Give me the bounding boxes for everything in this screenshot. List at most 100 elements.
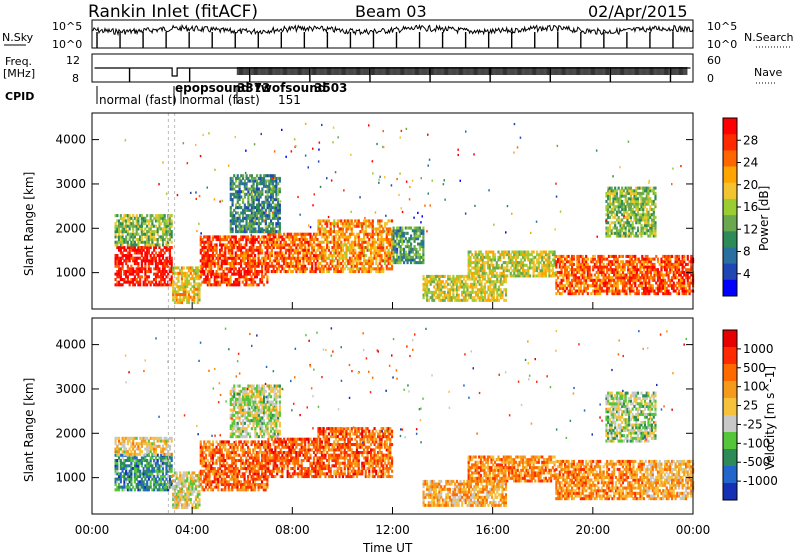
data-cell — [224, 262, 227, 266]
data-cell — [322, 246, 325, 250]
data-cell — [264, 198, 267, 202]
data-cell — [377, 270, 380, 274]
data-cell — [213, 246, 216, 250]
data-cell — [572, 257, 575, 261]
data-cell — [655, 254, 658, 258]
data-cell — [396, 226, 399, 230]
data-cell — [210, 283, 213, 287]
data-cell — [203, 246, 206, 250]
data-cell — [464, 280, 467, 284]
data-cell — [375, 251, 378, 255]
data-cell — [284, 264, 287, 268]
data-cell — [322, 227, 325, 231]
data-cell — [664, 262, 667, 266]
data-cell — [632, 262, 635, 266]
data-cell — [676, 292, 679, 296]
data-cell — [492, 263, 495, 267]
data-cell — [685, 262, 688, 266]
data-cell — [252, 259, 255, 263]
data-cell — [397, 231, 400, 235]
data-cell — [516, 269, 519, 273]
data-cell — [203, 235, 206, 239]
data-cell — [163, 272, 166, 276]
data-cell — [235, 222, 238, 226]
data-cell — [277, 211, 280, 215]
data-cell — [262, 235, 265, 239]
data-cell — [354, 243, 357, 247]
data-cell — [378, 262, 381, 266]
data-cell — [418, 258, 421, 262]
data-cell — [273, 216, 276, 220]
data-cell — [588, 270, 591, 274]
data-cell — [350, 251, 353, 255]
data-cell — [201, 280, 204, 284]
data-cell — [648, 286, 651, 290]
data-cell — [609, 281, 612, 285]
data-cell — [527, 255, 530, 259]
data-cell — [201, 259, 204, 263]
data-cell — [208, 235, 211, 239]
data-cell — [175, 285, 178, 289]
data-cell — [452, 288, 455, 292]
data-cell — [153, 272, 156, 276]
data-cell — [277, 198, 280, 202]
data-cell — [288, 264, 291, 268]
data-cell — [125, 230, 128, 234]
data-cell — [373, 240, 376, 244]
data-cell — [125, 240, 128, 244]
data-cell — [368, 256, 371, 260]
data-cell — [114, 264, 117, 268]
data-cell — [558, 270, 561, 274]
data-cell — [567, 289, 570, 293]
data-cell — [558, 262, 561, 266]
data-cell — [118, 224, 121, 228]
data-cell — [240, 248, 243, 252]
data-cell — [199, 240, 202, 244]
data-cell — [276, 256, 279, 260]
data-cell — [483, 271, 486, 275]
data-cell — [384, 248, 387, 252]
data-cell — [135, 256, 138, 260]
data-cell — [259, 203, 262, 207]
data-cell — [562, 286, 565, 290]
data-cell — [422, 226, 425, 230]
data-cell — [264, 267, 267, 271]
data-cell — [236, 262, 239, 266]
data-cell — [678, 268, 681, 272]
data-cell — [457, 293, 460, 297]
data-cell — [606, 262, 609, 266]
data-cell — [278, 222, 281, 226]
data-cell — [408, 245, 411, 249]
data-cell — [243, 227, 246, 231]
data-cell — [116, 262, 119, 266]
data-cell — [238, 195, 241, 199]
data-cell — [436, 274, 439, 278]
data-cell — [116, 243, 119, 247]
data-cell — [522, 269, 525, 273]
data-cell — [644, 284, 647, 288]
data-cell — [153, 243, 156, 247]
data-cell — [667, 262, 670, 266]
data-cell — [611, 254, 614, 258]
data-cell — [492, 253, 495, 257]
data-cell — [536, 261, 539, 265]
data-cell — [123, 227, 126, 231]
data-cell — [231, 259, 234, 263]
data-cell — [156, 230, 159, 234]
data-cell — [350, 232, 353, 236]
data-cell — [461, 274, 464, 278]
data-cell — [291, 243, 294, 247]
data-cell — [602, 254, 605, 258]
data-cell — [286, 256, 289, 260]
data-cell — [608, 210, 612, 214]
data-cell — [492, 266, 495, 270]
data-cell — [546, 255, 549, 259]
data-cell — [502, 269, 505, 273]
data-cell — [279, 243, 282, 247]
data-cell — [247, 248, 250, 252]
data-cell — [623, 289, 626, 293]
data-cell — [462, 285, 466, 289]
data-cell — [576, 268, 579, 272]
data-cell — [327, 270, 331, 274]
data-cell — [250, 246, 253, 250]
